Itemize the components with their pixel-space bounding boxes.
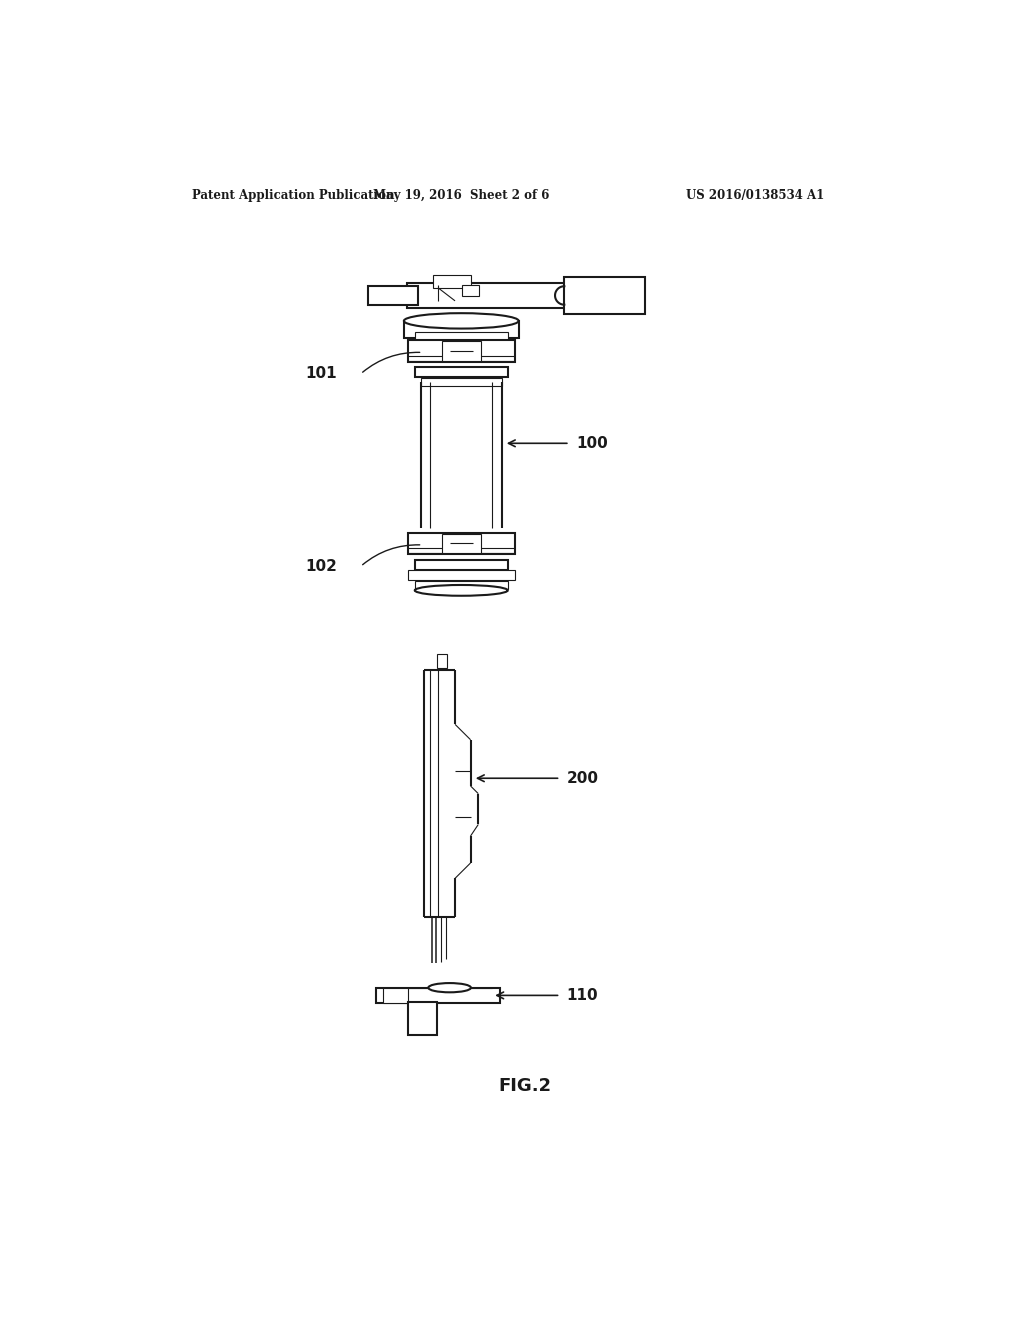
Ellipse shape: [428, 983, 471, 993]
Ellipse shape: [403, 313, 518, 329]
Ellipse shape: [415, 585, 508, 595]
Text: 102: 102: [305, 558, 337, 574]
Bar: [415, 560, 508, 570]
Text: US 2016/0138534 A1: US 2016/0138534 A1: [686, 189, 824, 202]
Text: 100: 100: [575, 436, 607, 451]
Bar: [408, 570, 515, 579]
Text: May 19, 2016  Sheet 2 of 6: May 19, 2016 Sheet 2 of 6: [373, 189, 550, 202]
Bar: [376, 987, 500, 1003]
Bar: [564, 277, 645, 314]
Text: 110: 110: [566, 987, 598, 1003]
Bar: [408, 341, 515, 362]
Text: FIG.2: FIG.2: [499, 1077, 551, 1096]
Bar: [442, 342, 480, 360]
Bar: [415, 367, 508, 378]
Text: Patent Application Publication: Patent Application Publication: [191, 189, 394, 202]
Bar: [407, 284, 578, 308]
Bar: [433, 275, 471, 288]
Bar: [462, 285, 479, 296]
Bar: [408, 533, 515, 554]
Bar: [403, 321, 518, 338]
Bar: [415, 581, 508, 589]
Bar: [383, 987, 408, 1003]
Bar: [368, 286, 418, 305]
Bar: [415, 333, 508, 342]
Bar: [408, 1002, 437, 1035]
Bar: [437, 655, 446, 668]
Bar: [442, 533, 480, 553]
Text: 101: 101: [305, 367, 337, 381]
Bar: [421, 378, 502, 385]
Text: 200: 200: [566, 771, 599, 785]
